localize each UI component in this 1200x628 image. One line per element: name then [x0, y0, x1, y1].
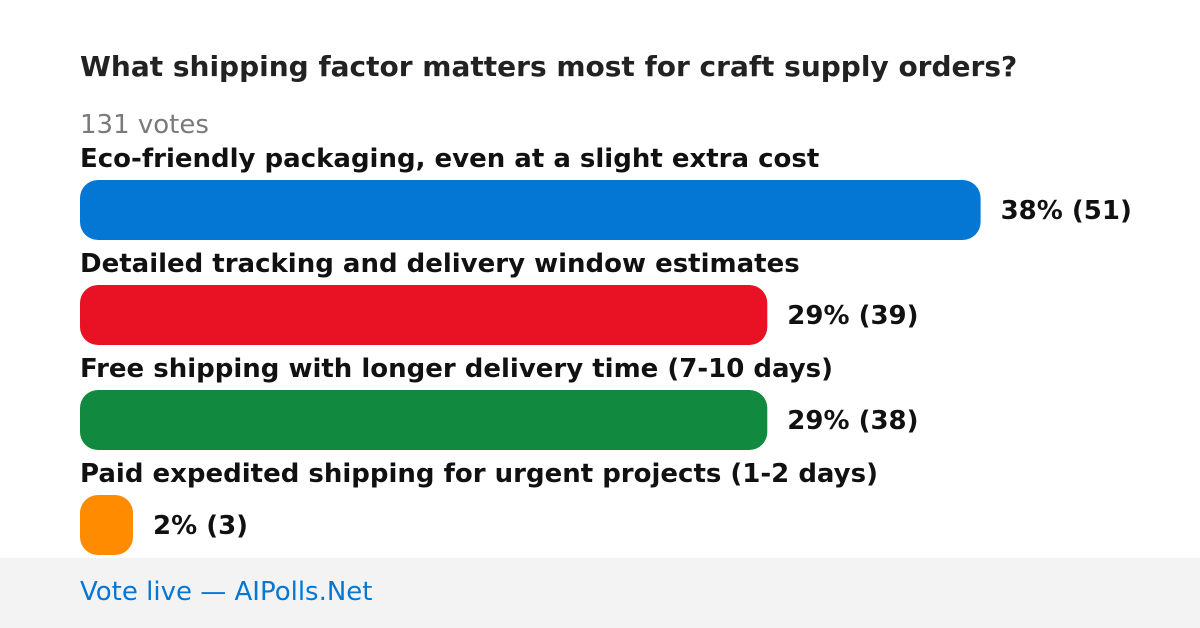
result-value-label: 2% (3) — [153, 511, 248, 541]
poll-title: What shipping factor matters most for cr… — [80, 50, 1018, 83]
option-label: Detailed tracking and delivery window es… — [80, 249, 800, 279]
footer-bar: Vote live — AIPolls.Net — [0, 558, 1200, 628]
vote-count: 131 votes — [80, 110, 209, 140]
option-label: Paid expedited shipping for urgent proje… — [80, 459, 878, 489]
result-value-label: 29% (38) — [787, 406, 918, 436]
poll-results-chart: Eco-friendly packaging, even at a slight… — [80, 144, 1132, 555]
result-bar — [80, 180, 981, 240]
vote-live-link[interactable]: Vote live — AIPolls.Net — [80, 577, 373, 607]
result-value-label: 29% (39) — [787, 301, 918, 331]
option-label: Free shipping with longer delivery time … — [80, 354, 833, 384]
result-bar — [80, 285, 768, 345]
result-bar — [80, 390, 768, 450]
result-value-label: 38% (51) — [1001, 196, 1132, 226]
option-label: Eco-friendly packaging, even at a slight… — [80, 144, 819, 174]
result-bar — [80, 495, 133, 555]
